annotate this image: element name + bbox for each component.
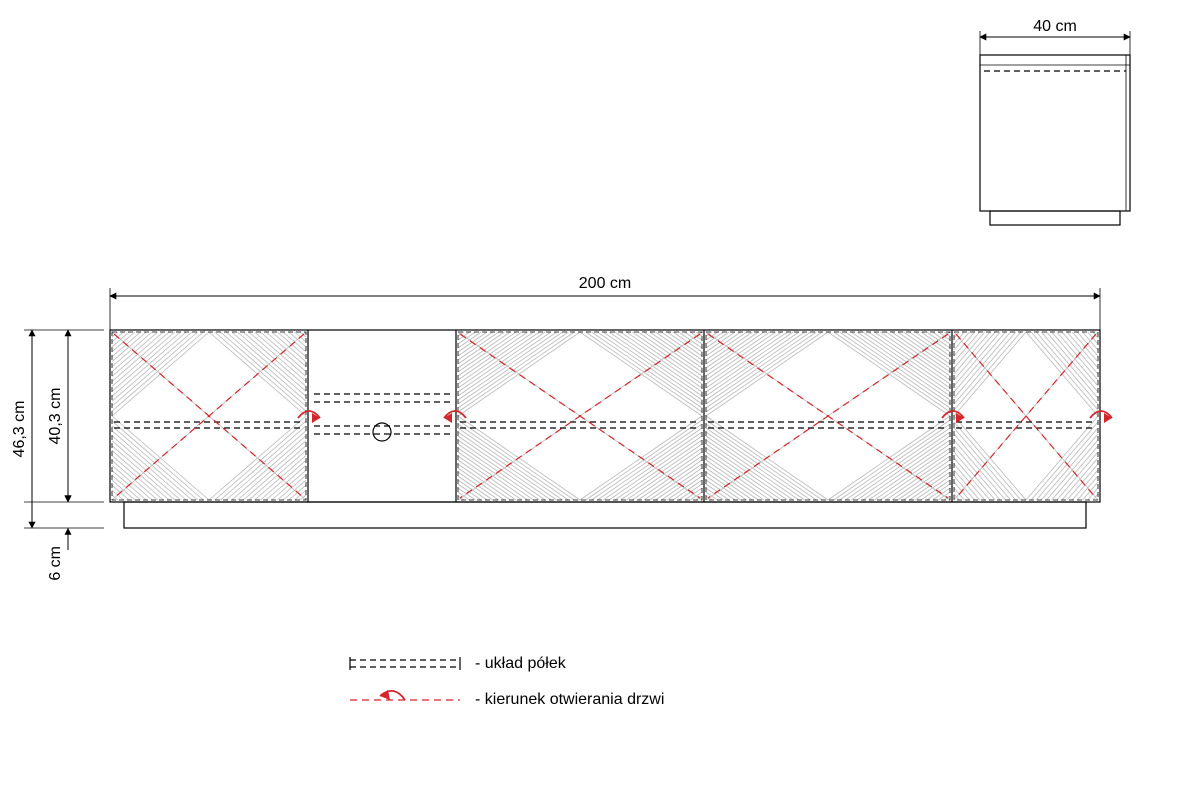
cable-hole [373, 423, 391, 441]
legend-door-label: - kierunek otwierania drzwi [475, 691, 664, 708]
width-label: 200 cm [579, 275, 631, 292]
legend: - układ półek - kierunek otwierania drzwi [350, 655, 664, 708]
body-height-label: 40,3 cm [47, 388, 64, 445]
plinth-height-label: 6 cm [47, 546, 64, 581]
total-height-label: 46,3 cm [11, 401, 28, 458]
side-depth-label: 40 cm [1033, 18, 1077, 35]
legend-shelf-label: - układ półek [475, 655, 567, 672]
side-view: 40 cm [980, 18, 1130, 225]
technical-drawing: 40 cm 200 cm 40,3 cm 6 cm 46,3 cm - układ pół… [0, 0, 1200, 800]
front-view: 200 cm 40,3 cm 6 cm 46,3 cm [11, 275, 1112, 581]
